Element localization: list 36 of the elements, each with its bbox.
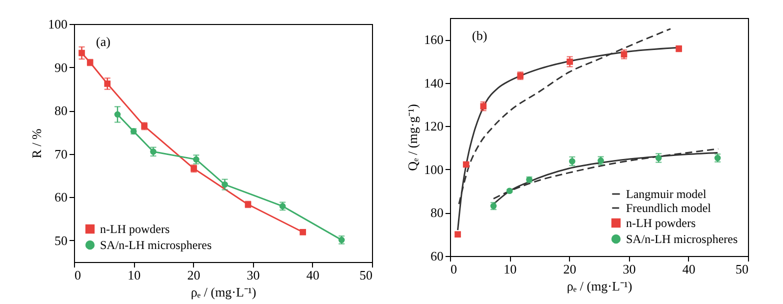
- x-tick-label: 20: [187, 268, 200, 282]
- x-tick-label: 30: [246, 268, 260, 282]
- annotation: (a): [96, 34, 110, 49]
- y-tick-label: 50: [54, 232, 68, 248]
- y-axis-title: R / %: [29, 128, 44, 158]
- y-tick-label: 120: [424, 118, 444, 134]
- x-tick-label: 10: [128, 268, 141, 282]
- legend-label: SA/n-LH microspheres: [626, 232, 738, 246]
- y-tick-label: 80: [430, 205, 444, 220]
- y-tick-label: 60: [54, 190, 68, 205]
- y-tick-label: 70: [54, 146, 68, 162]
- annotation: (b): [472, 28, 488, 43]
- legend-label: Langmuir model: [626, 187, 707, 201]
- x-tick-label: 30: [622, 262, 636, 276]
- x-tick-label: 0: [74, 268, 81, 282]
- y-tick-label: 80: [54, 103, 68, 118]
- y-tick-label: 90: [54, 60, 68, 75]
- legend-label: n-LH powders: [100, 222, 170, 236]
- x-axis-title: ρₑ / (mg·L⁻¹): [566, 278, 632, 294]
- x-tick-label: 50: [360, 268, 372, 282]
- x-axis-title: ρₑ / (mg·L⁻¹): [190, 284, 256, 300]
- legend-label: n-LH powders: [626, 216, 696, 230]
- y-tick-label: 100: [424, 162, 444, 177]
- x-tick-label: 10: [504, 262, 517, 276]
- y-tick-label: 100: [48, 16, 68, 32]
- y-tick-label: 60: [430, 248, 444, 264]
- x-tick-label: 40: [306, 268, 320, 282]
- x-tick-label: 20: [563, 262, 576, 276]
- y-axis-title: Qₑ / (mg·g⁻¹): [405, 104, 420, 171]
- y-tick-label: 160: [424, 32, 444, 48]
- x-tick-label: 0: [450, 262, 457, 276]
- legend-label: Freundlich model: [626, 201, 712, 215]
- y-tick-label: 140: [424, 75, 444, 90]
- legend-label: SA/n-LH microspheres: [100, 238, 212, 252]
- x-tick-label: 50: [736, 262, 748, 276]
- x-tick-label: 40: [682, 262, 696, 276]
